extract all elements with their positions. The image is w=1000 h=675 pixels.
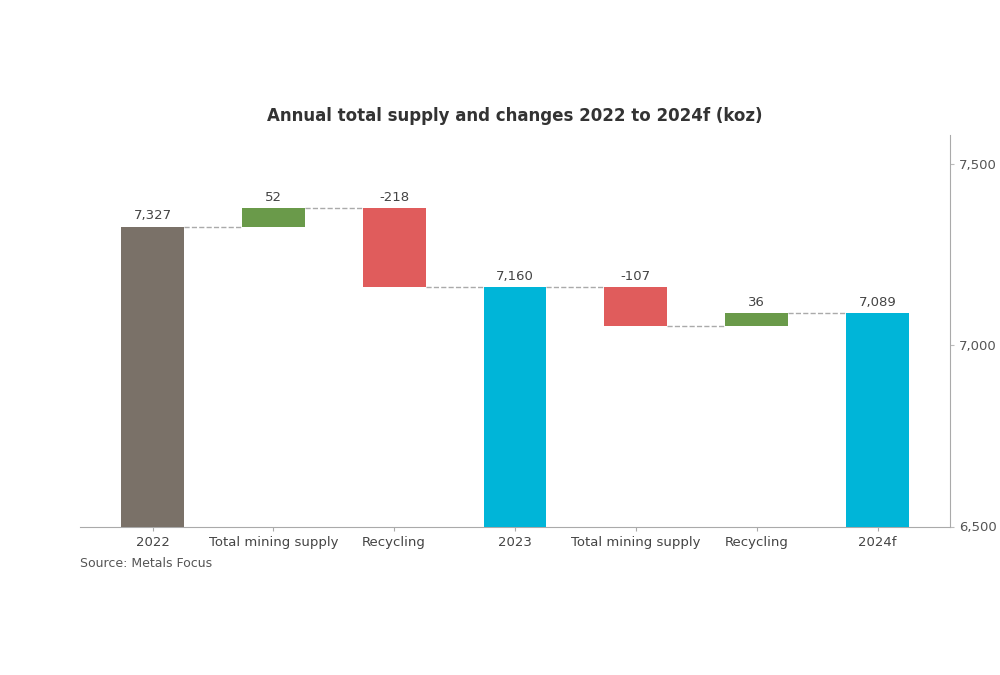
Text: 7,089: 7,089 bbox=[859, 296, 896, 308]
Bar bbox=[363, 208, 426, 287]
Bar bbox=[242, 208, 305, 227]
Bar bbox=[604, 288, 667, 326]
Text: -107: -107 bbox=[621, 270, 651, 283]
Text: 7,327: 7,327 bbox=[133, 209, 172, 222]
Bar bbox=[121, 227, 184, 526]
Text: Source: Metals Focus: Source: Metals Focus bbox=[80, 557, 212, 570]
Text: 52: 52 bbox=[265, 190, 282, 204]
Text: 36: 36 bbox=[748, 296, 765, 308]
Title: Annual total supply and changes 2022 to 2024f (koz): Annual total supply and changes 2022 to … bbox=[267, 107, 763, 125]
Text: 7,160: 7,160 bbox=[496, 270, 534, 283]
Bar bbox=[484, 288, 546, 526]
Bar bbox=[725, 313, 788, 326]
Text: -218: -218 bbox=[379, 190, 409, 204]
Bar bbox=[846, 313, 909, 526]
